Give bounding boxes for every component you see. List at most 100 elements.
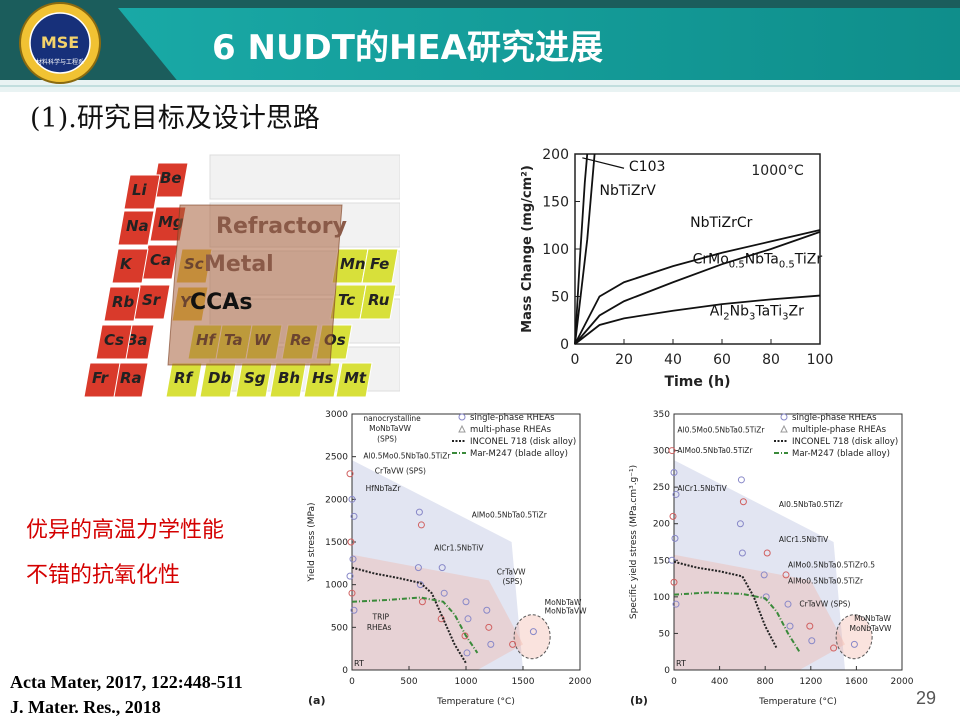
x-tick-label: 500 [400,677,417,687]
series-label: NbTiZrCr [690,215,752,231]
y-tick-label: 2000 [325,495,348,505]
series-label-part: 3 [782,312,788,323]
data-point [808,637,816,645]
element-symbol: Tc [338,291,355,309]
element-cell: Tc [329,284,367,320]
element-symbol: Ra [120,369,142,387]
y-tick-label: 200 [542,147,569,163]
legend-marker [780,424,788,433]
temperature-annotation: 1000°C [751,163,804,179]
data-point [350,512,358,520]
series-label-part: 0.5 [729,259,745,270]
slide-title: 6 NUDT的HEA研究进展 [212,28,603,68]
x-axis-label: Temperature (°C) [436,697,515,707]
x-tick-label: 2000 [891,677,914,687]
yield-stress-chart: 0 500 1000 1500 2000 0 500 1000 1500 2000 2500 3000… [307,410,592,707]
element-cell: Db [199,362,237,398]
data-point [669,512,677,520]
x-tick-label: 0 [571,352,580,368]
x-tick-label: 20 [615,352,633,368]
alloy-reference-line [351,566,467,664]
alloy-annotation: HfNbTaZr [366,484,402,493]
x-tick-label: 1500 [512,677,535,687]
periodic-table-figure: BeLiMgNaCaKScSrRbYBaCsRaFrMnFeTcRuHfTaWR… [83,154,400,398]
series-label: C103 [629,159,666,175]
series-label-part: TaTi [754,304,782,320]
highlight-item: 优异的高温力学性能 [26,518,225,543]
room-temperature-label: RT [354,659,364,668]
reference-item: Acta Mater, 2017, 122:448-511 [10,672,243,692]
page-number: 29 [916,688,937,708]
alloy-annotation: AlCr1.5NbTiV [677,484,727,493]
data-point [464,615,472,623]
y-tick-label: 250 [653,483,670,493]
data-point [737,476,745,484]
y-axis-label: Yield stress (MPa) [307,502,317,582]
element-symbol: Fr [92,369,110,387]
series-line [574,153,596,345]
element-tile [359,284,397,320]
element-cell: Sg [235,362,273,398]
element-symbol: Sg [244,369,266,387]
y-tick-label: 1000 [325,581,348,591]
data-point [346,572,354,580]
legend-label: Mar-M247 (blade alloy) [792,449,890,459]
y-tick-label: 350 [653,410,670,420]
y-tick-label: 100 [542,242,569,258]
alloy-annotation: CrTaVW (SPS) [375,467,426,476]
c103-pointer [582,157,625,169]
data-point [348,589,356,597]
series-line [574,231,821,345]
reference-list: Acta Mater, 2017, 122:448-511 J. Mater. … [10,670,243,720]
element-symbol: Mn [340,255,366,273]
data-point [671,534,679,542]
element-symbol: Sr [142,291,162,309]
refractory-cluster-outline [835,614,873,660]
series-line [574,153,589,345]
alloy-annotation: Al0.5NbTa0.5TiZr [779,500,844,509]
panel-label: (b) [630,694,648,707]
alloy-annotation: AlMo0.5NbTa0.5TiZr0.5 [788,561,875,570]
y-tick-label: 500 [331,623,348,633]
y-axis-label: Mass Change (mg/cm²) [520,165,535,333]
y-tick-label: 300 [653,447,670,457]
alloy-annotation: MoNbTaW [545,598,582,607]
room-temperature-label: RT [676,659,686,668]
y-tick-label: 100 [653,593,670,603]
plot-frame [673,413,903,671]
y-tick-label: 150 [653,556,670,566]
series-line [574,294,821,345]
alloy-annotation: MoNbTaW [854,614,891,623]
series-label: Al2Nb3TaTi3Zr [710,304,804,323]
highlight-item: 不错的抗氧化性 [26,563,181,588]
series-label: NbTiZrV [600,183,657,199]
element-cell: Rf [165,362,203,398]
y-tick-label: 0 [664,666,670,676]
data-point [782,571,790,579]
element-tile [111,248,149,284]
x-tick-label: 0 [671,677,677,687]
element-symbol: Ba [126,331,148,349]
data-point [509,640,517,648]
alloy-annotation: AlMo0.5NbTa0.5TiZr [788,577,864,586]
element-tile [95,324,133,360]
refractory-cluster-outline [513,614,551,660]
series-label-part: Al [710,304,723,320]
element-cell: Cs [95,324,133,360]
series-label-part: 2 [723,312,729,323]
alloy-annotation: CrTaVW [497,567,526,576]
logo-subtext: 材料科学与工程系 [36,58,84,66]
legend-label: single-phase RHEAs [470,413,555,423]
slide-header: MSE 材料科学与工程系 [0,0,960,92]
element-tile [361,248,399,284]
element-tile [103,286,141,322]
data-point [739,498,747,506]
x-axis-label: Time (h) [664,374,730,390]
alloy-annotation: AlMo0.5NbTa0.5TiZr [677,446,753,455]
table-background-cell [209,154,400,200]
element-symbol: Li [132,181,148,199]
element-cell: Bh [269,362,307,398]
mse-logo: MSE 材料科学与工程系 [19,2,101,84]
legend-marker [780,413,788,421]
data-point [349,555,357,563]
